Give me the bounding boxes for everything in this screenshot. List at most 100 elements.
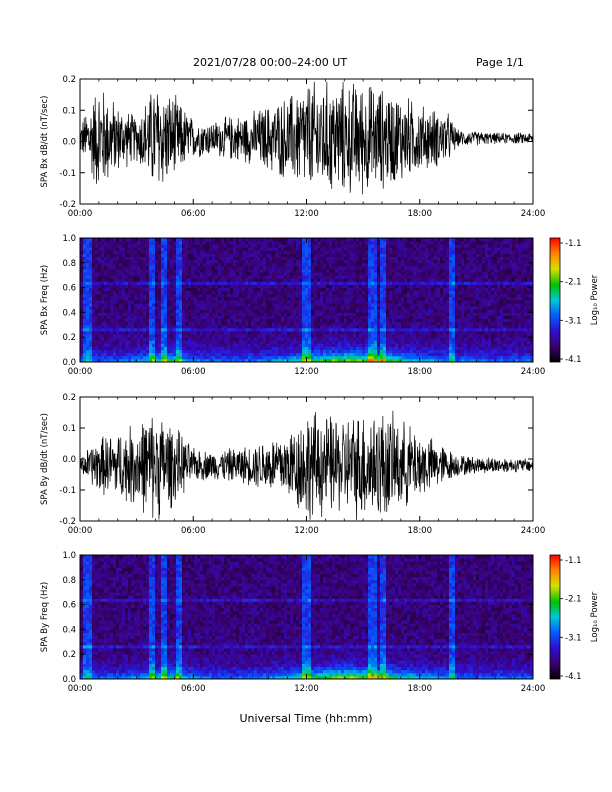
heatmap-cell <box>164 275 168 279</box>
heatmap-cell <box>158 284 162 288</box>
heatmap-cell <box>380 315 384 319</box>
heatmap-cell <box>401 238 405 242</box>
heatmap-cell <box>227 290 231 295</box>
heatmap-cell <box>443 284 447 288</box>
heatmap-cell <box>323 321 327 326</box>
heatmap-cell <box>86 262 90 267</box>
heatmap-cell <box>437 253 441 257</box>
heatmap-cell <box>389 306 393 310</box>
heatmap-cell <box>149 290 153 295</box>
heatmap-cell <box>419 265 423 270</box>
heatmap-cell <box>140 355 144 360</box>
heatmap-cell <box>278 337 282 341</box>
heatmap-cell <box>308 343 312 347</box>
heatmap-cell <box>113 272 117 276</box>
heatmap-cell <box>308 309 312 313</box>
heatmap-cell <box>107 256 111 261</box>
heatmap-cell <box>299 331 303 335</box>
heatmap-cell <box>227 334 231 338</box>
heatmap-cell <box>95 275 99 279</box>
heatmap-cell <box>209 278 213 282</box>
heatmap-cell <box>290 238 294 242</box>
heatmap-cell <box>425 340 429 344</box>
heatmap-cell <box>95 355 99 360</box>
heatmap-cell <box>203 241 207 245</box>
heatmap-cell <box>380 349 384 354</box>
heatmap-cell <box>125 256 129 261</box>
heatmap-cell <box>353 250 357 254</box>
heatmap-cell <box>365 238 369 242</box>
heatmap-cell <box>329 321 333 326</box>
heatmap-cell <box>98 324 102 329</box>
heatmap-cell <box>332 334 336 338</box>
heatmap-cell <box>212 340 216 344</box>
heatmap-cell <box>143 287 147 292</box>
heatmap-cell <box>143 349 147 354</box>
heatmap-cell <box>173 259 177 264</box>
heatmap-cell <box>209 321 213 326</box>
heatmap-cell <box>356 272 360 276</box>
heatmap-cell <box>272 290 276 295</box>
heatmap-cell <box>317 272 321 276</box>
heatmap-cell <box>353 306 357 310</box>
heatmap-cell <box>191 265 195 270</box>
heatmap-cell <box>233 352 237 357</box>
heatmap-cell <box>179 253 183 257</box>
heatmap-cell <box>218 358 222 363</box>
heatmap-cell <box>89 247 93 251</box>
heatmap-cell <box>206 262 210 267</box>
heatmap-cell <box>437 306 441 310</box>
heatmap-cell <box>401 306 405 310</box>
heatmap-cell <box>293 259 297 264</box>
heatmap-cell <box>197 358 201 363</box>
heatmap-cell <box>158 355 162 360</box>
heatmap-cell <box>155 247 159 251</box>
heatmap-cell <box>140 250 144 254</box>
heatmap-cell <box>374 259 378 264</box>
heatmap-cell <box>365 324 369 329</box>
heatmap-cell <box>107 318 111 323</box>
heatmap-cell <box>257 250 261 254</box>
heatmap-cell <box>353 324 357 329</box>
heatmap-cell <box>80 287 84 292</box>
heatmap-cell <box>305 269 309 273</box>
heatmap-cell <box>236 275 240 279</box>
heatmap-cell <box>191 244 195 248</box>
heatmap-cell <box>179 334 183 338</box>
heatmap-cell <box>308 321 312 326</box>
heatmap-cell <box>320 290 324 295</box>
heatmap-cell <box>434 315 438 319</box>
heatmap-cell <box>245 309 249 313</box>
heatmap-cell <box>86 352 90 357</box>
heatmap-cell <box>359 259 363 264</box>
heatmap-cell <box>83 337 87 341</box>
heatmap-cell <box>80 262 84 267</box>
heatmap-cell <box>239 352 243 357</box>
heatmap-cell <box>296 238 300 242</box>
heatmap-cell <box>143 253 147 257</box>
heatmap-cell <box>152 306 156 310</box>
heatmap-cell <box>446 358 450 363</box>
heatmap-cell <box>371 259 375 264</box>
heatmap-cell <box>86 281 90 285</box>
heatmap-cell <box>131 303 135 307</box>
heatmap-cell <box>434 346 438 350</box>
heatmap-cell <box>137 303 141 307</box>
heatmap-cell <box>170 309 174 313</box>
heatmap-cell <box>410 312 414 316</box>
heatmap-cell <box>263 247 267 251</box>
heatmap-cell <box>422 272 426 276</box>
heatmap-cell <box>134 296 138 301</box>
heatmap-cell <box>185 340 189 344</box>
heatmap-cell <box>329 275 333 279</box>
heatmap-cell <box>161 337 165 341</box>
heatmap-cell <box>182 269 186 273</box>
heatmap-cell <box>245 343 249 347</box>
heatmap-cell <box>272 250 276 254</box>
heatmap-cell <box>302 262 306 267</box>
heatmap-cell <box>218 275 222 279</box>
heatmap-cell <box>320 278 324 282</box>
heatmap-cell <box>290 321 294 326</box>
heatmap-cell <box>311 275 315 279</box>
heatmap-cell <box>344 303 348 307</box>
